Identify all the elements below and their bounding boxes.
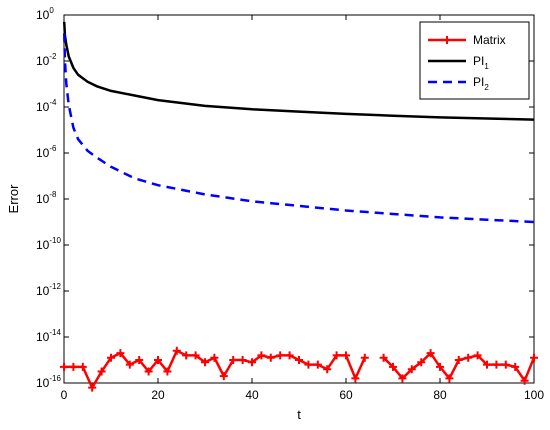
matrix-data-point xyxy=(323,365,332,374)
matrix-data-point xyxy=(107,353,115,362)
matrix-data-point xyxy=(464,353,473,362)
matrix-data-point xyxy=(144,367,153,376)
legend-samples xyxy=(428,36,466,84)
matrix-data-point xyxy=(69,362,78,371)
legend: Matrix PI1 PI2 xyxy=(419,21,530,100)
matrix-data-point xyxy=(454,356,463,364)
matrix-data-point xyxy=(379,353,388,362)
x-axis-title: t xyxy=(297,407,301,422)
pi2-series-line xyxy=(62,33,535,224)
matrix-data-point xyxy=(426,349,435,358)
y-tick-label: 10-16 xyxy=(36,374,61,390)
matrix-data-point xyxy=(360,353,369,362)
matrix-data-point xyxy=(276,351,285,360)
matrix-data-point xyxy=(473,351,482,360)
matrix-data-point xyxy=(332,351,341,360)
matrix-data-point xyxy=(182,351,191,360)
matrix-data-point xyxy=(351,374,360,383)
matrix-data-point xyxy=(201,358,209,367)
matrix-data-point xyxy=(389,362,397,371)
y-tick-label: 10-2 xyxy=(36,52,57,68)
matrix-data-point xyxy=(210,353,219,362)
legend-entry-matrix: Matrix xyxy=(473,33,506,47)
x-tick-label: 40 xyxy=(245,388,259,402)
matrix-data-point xyxy=(407,365,416,374)
matrix-data-point xyxy=(492,360,501,369)
matrix-data-point xyxy=(172,346,181,355)
matrix-data-point xyxy=(295,356,303,364)
matrix-data-point xyxy=(257,351,266,360)
matrix-data-point xyxy=(511,362,520,371)
matrix-data-point xyxy=(520,376,529,385)
pi1-series-line xyxy=(62,21,535,121)
x-tick-label: 100 xyxy=(524,388,544,402)
matrix-data-point xyxy=(445,374,454,383)
matrix-data-point xyxy=(436,362,444,371)
matrix-data-point xyxy=(483,360,491,369)
matrix-data-point xyxy=(97,367,106,376)
series-layer xyxy=(60,21,538,392)
matrix-data-point xyxy=(342,351,350,360)
y-tick-label: 10-12 xyxy=(36,282,61,298)
x-tick-label: 60 xyxy=(339,388,353,402)
matrix-data-point xyxy=(135,356,144,364)
y-tick-label: 10-6 xyxy=(36,144,57,160)
matrix-data-point xyxy=(191,351,200,360)
axis-ticks: 0 20 40 60 80 100 100 10-2 10-4 10-6 10-8 10-10 10-1… xyxy=(36,6,544,402)
matrix-data-point xyxy=(266,353,275,362)
matrix-data-point xyxy=(116,349,125,358)
matrix-data-point xyxy=(78,362,87,371)
matrix-data-point xyxy=(238,356,247,364)
y-tick-label: 10-10 xyxy=(36,236,61,252)
y-axis-title: Error xyxy=(6,184,21,214)
matrix-data-point xyxy=(304,360,313,369)
matrix-data-point xyxy=(248,358,256,367)
legend-sample-marker xyxy=(443,36,451,44)
matrix-data-point xyxy=(60,362,68,371)
y-tick-label: 10-14 xyxy=(36,328,61,344)
y-tick-label: 10-4 xyxy=(36,98,57,114)
matrix-data-point xyxy=(417,358,426,367)
y-tick-label: 100 xyxy=(36,6,54,22)
matrix-data-point xyxy=(163,367,172,376)
matrix-data-point xyxy=(125,360,134,369)
matrix-data-point xyxy=(398,374,407,383)
x-tick-label: 20 xyxy=(151,388,165,402)
x-tick-label: 80 xyxy=(433,388,447,402)
matrix-data-point xyxy=(501,360,510,369)
x-tick-label: 0 xyxy=(61,388,68,402)
legend-entry-pi1: PI1 xyxy=(473,54,489,71)
matrix-data-point xyxy=(313,360,322,369)
y-tick-label: 10-8 xyxy=(36,190,57,206)
matrix-data-point xyxy=(530,353,538,362)
matrix-data-point xyxy=(229,356,238,364)
legend-entry-pi2: PI2 xyxy=(473,75,489,92)
matrix-data-point xyxy=(154,356,162,364)
matrix-data-point xyxy=(219,372,228,381)
matrix-data-point xyxy=(285,351,294,360)
matrix-data-point xyxy=(88,383,97,392)
